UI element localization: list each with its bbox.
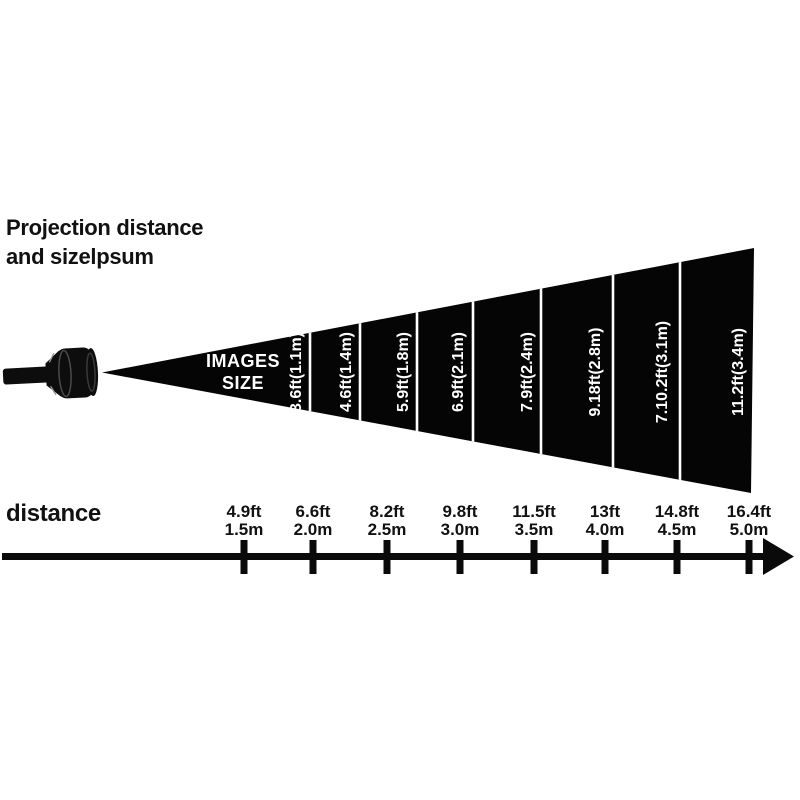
projector-icon xyxy=(2,347,99,399)
tick-label-ft: 4.9ft xyxy=(226,502,262,521)
segment-size-label: 9.18ft(2.8m) xyxy=(587,327,604,417)
tick-label-m: 1.5m xyxy=(224,520,264,539)
tick-label-ft: 16.4ft xyxy=(726,502,772,521)
cone-inner-label-line2: SIZE xyxy=(221,373,265,393)
tick-label-m: 4.0m xyxy=(585,520,625,539)
segment-size-label: 5.9ft(1.8m) xyxy=(395,331,412,413)
axis-tick xyxy=(383,540,391,574)
segment-size-label: 4.6ft(1.4m) xyxy=(338,331,355,413)
axis-title: distance xyxy=(6,500,101,527)
axis-tick xyxy=(530,540,538,574)
segment-size-label: 3.6ft(1.1m) xyxy=(288,331,305,413)
page-title-line2: and sizelpsum xyxy=(6,244,154,269)
axis-tick xyxy=(240,540,248,574)
tick-label-ft: 9.8ft xyxy=(442,502,478,521)
cone-inner-label: IMAGES SIZE xyxy=(206,350,280,394)
page-title-line1: Projection distance xyxy=(6,215,204,240)
tick-label: 6.6ft 2.0m xyxy=(294,503,333,539)
tick-label-ft: 14.8ft xyxy=(654,502,700,521)
axis-tick xyxy=(745,540,753,574)
tick-label-ft: 6.6ft xyxy=(295,502,331,521)
tick-label-ft: 11.5ft xyxy=(512,502,556,521)
axis-arrowhead-icon xyxy=(763,538,794,575)
tick-label: 13ft 4.0m xyxy=(586,503,625,539)
axis-tick xyxy=(309,540,317,574)
segment-size-label: 7.9ft(2.4m) xyxy=(519,331,536,413)
tick-label-m: 2.0m xyxy=(293,520,333,539)
segment-size-label: 6.9ft(2.1m) xyxy=(450,331,467,413)
tick-label: 14.8ft 4.5m xyxy=(655,503,699,539)
tick-label: 9.8ft 3.0m xyxy=(441,503,480,539)
tick-label: 16.4ft 5.0m xyxy=(727,503,771,539)
axis-tick xyxy=(601,540,609,574)
tick-label-m: 3.5m xyxy=(514,520,554,539)
tick-label: 11.5ft 3.5m xyxy=(512,503,555,539)
segment-size-label: 11.2ft(3.4m) xyxy=(730,327,747,417)
cone-inner-label-line1: IMAGES xyxy=(205,351,281,371)
axis-ticks xyxy=(240,540,753,574)
tick-label-ft: 8.2ft xyxy=(369,502,405,521)
tick-label-m: 4.5m xyxy=(657,520,697,539)
tick-label-m: 2.5m xyxy=(367,520,407,539)
axis-tick xyxy=(673,540,681,574)
tick-label-m: 3.0m xyxy=(440,520,480,539)
projection-cone xyxy=(102,248,754,493)
tick-label: 4.9ft 1.5m xyxy=(225,503,264,539)
tick-label-m: 5.0m xyxy=(729,520,769,539)
page-title: Projection distance and sizelpsum xyxy=(6,213,204,271)
axis-tick xyxy=(456,540,464,574)
tick-label-ft: 13ft xyxy=(589,502,621,521)
segment-size-label: 7.10.2ft(3.1m) xyxy=(654,320,671,424)
tick-label: 8.2ft 2.5m xyxy=(368,503,407,539)
